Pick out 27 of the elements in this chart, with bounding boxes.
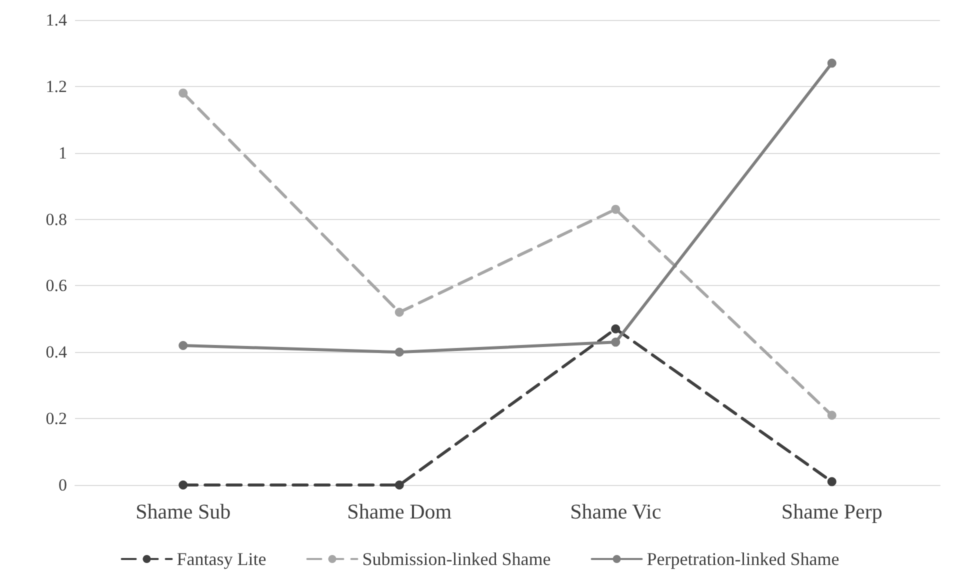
legend-label: Submission-linked Shame bbox=[362, 549, 551, 569]
y-tick-label: 0.6 bbox=[46, 276, 67, 296]
point bbox=[178, 341, 188, 350]
point bbox=[827, 410, 836, 420]
point bbox=[394, 480, 404, 490]
point bbox=[178, 88, 188, 98]
point bbox=[827, 477, 836, 486]
x-tick-label: Shame Dom bbox=[347, 500, 452, 524]
point bbox=[611, 338, 620, 347]
legend-label: Fantasy Lite bbox=[176, 549, 266, 569]
y-tick-label: 0.4 bbox=[46, 342, 68, 362]
x-tick-label: Shame Vic bbox=[570, 500, 662, 524]
point bbox=[611, 204, 620, 214]
point bbox=[611, 324, 620, 334]
y-tick-label: 1.4 bbox=[46, 10, 68, 30]
y-tick-label: 0 bbox=[58, 476, 67, 494]
y-tick-label: 1 bbox=[58, 143, 67, 162]
x-tick-label: Shame Perp bbox=[781, 500, 882, 524]
y-tick-label: 1.2 bbox=[46, 76, 67, 96]
y-tick-label: 0.8 bbox=[46, 210, 67, 229]
point bbox=[394, 348, 404, 357]
legend-label: Perpetration-linked Shame bbox=[646, 549, 840, 569]
y-tick-label: 0.2 bbox=[46, 409, 67, 428]
x-tick-label: Shame Sub bbox=[136, 500, 231, 524]
point bbox=[827, 58, 836, 68]
point bbox=[178, 480, 188, 490]
point bbox=[394, 308, 404, 317]
